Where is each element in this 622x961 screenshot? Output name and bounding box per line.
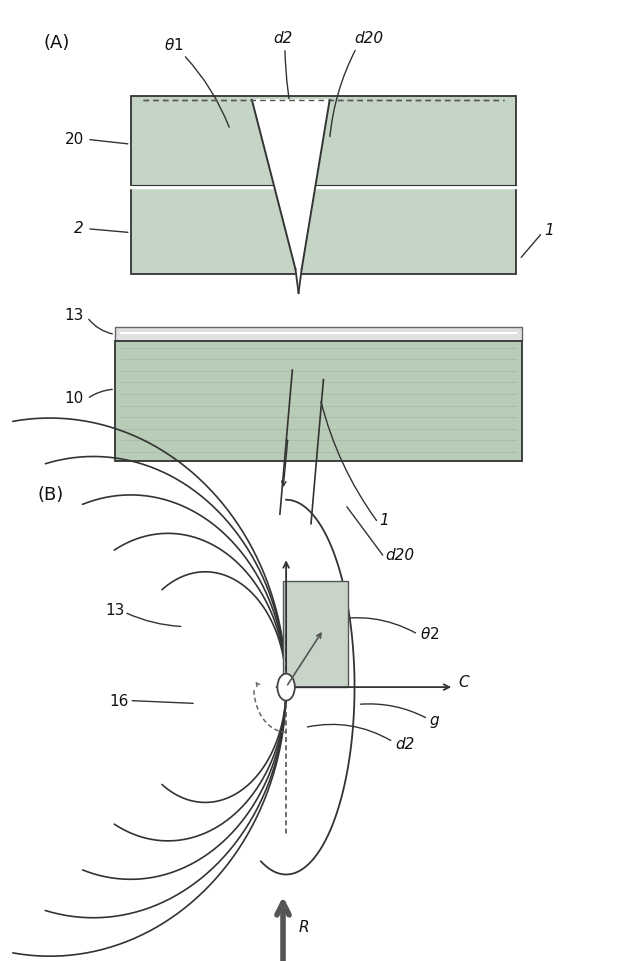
Text: 2: 2 <box>74 221 84 236</box>
Text: 13: 13 <box>106 603 125 618</box>
Text: $\theta$2: $\theta$2 <box>420 627 439 642</box>
Text: R: R <box>299 920 309 935</box>
Text: g: g <box>429 713 439 728</box>
Text: (A): (A) <box>44 35 70 52</box>
Text: 10: 10 <box>65 391 84 407</box>
Text: 1: 1 <box>544 223 554 238</box>
Text: $\theta$1: $\theta$1 <box>164 37 184 53</box>
Bar <box>115 327 522 341</box>
Text: d20: d20 <box>355 31 384 46</box>
Text: 16: 16 <box>109 694 128 709</box>
Polygon shape <box>252 100 330 269</box>
Bar <box>283 581 348 687</box>
Bar <box>115 341 522 461</box>
Text: (B): (B) <box>37 486 63 504</box>
Bar <box>131 96 516 187</box>
Text: d20: d20 <box>386 548 415 563</box>
Text: 1: 1 <box>379 513 389 529</box>
Text: d2: d2 <box>273 31 293 46</box>
Text: C: C <box>458 675 469 690</box>
Text: 13: 13 <box>65 308 84 323</box>
Bar <box>131 187 516 274</box>
Circle shape <box>277 674 295 701</box>
Polygon shape <box>295 269 302 293</box>
Text: 20: 20 <box>65 132 84 147</box>
Text: d2: d2 <box>395 737 414 752</box>
